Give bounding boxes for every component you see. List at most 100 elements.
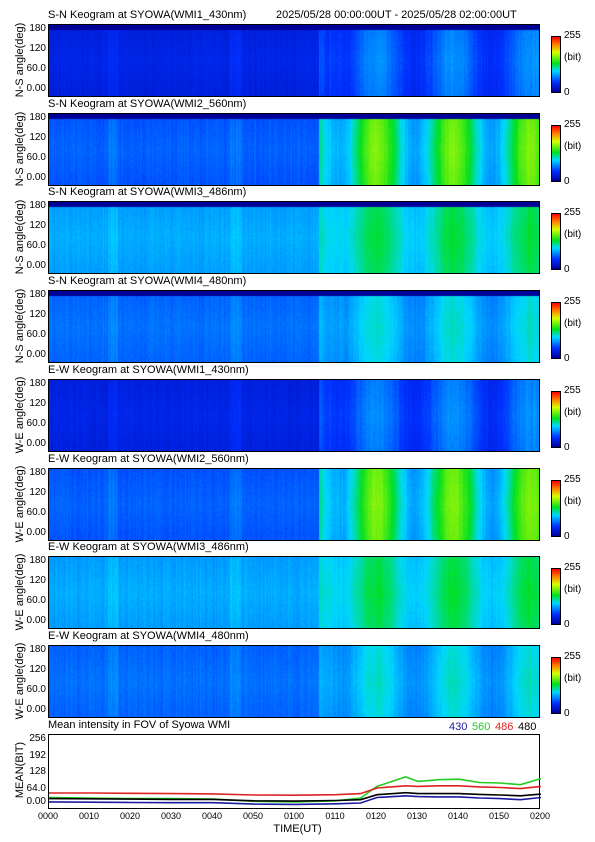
colorbar-max-label: 255 [564, 474, 581, 485]
x-tick-label: 0110 [325, 811, 345, 821]
colorbar-min-label: 0 [564, 87, 570, 98]
colorbar-min-label: 0 [564, 176, 570, 187]
keogram-canvas [49, 202, 539, 273]
colorbar-max-label: 255 [564, 119, 581, 130]
panel-y-tick: 120 [29, 575, 46, 586]
colorbar-unit-label: (bit) [564, 141, 582, 152]
colorbar [551, 36, 561, 93]
panel-y-tick: 180 [29, 289, 46, 300]
panel-y-tick: 120 [29, 132, 46, 143]
colorbar-min-label: 0 [564, 619, 570, 630]
date-range: 2025/05/28 00:00:00UT - 2025/05/28 02:00… [276, 9, 517, 21]
panel-y-tick: 0.00 [26, 172, 46, 183]
panel-title: S-N Keogram at SYOWA(WMI2_560nm) [48, 98, 247, 110]
colorbar-min-label: 0 [564, 531, 570, 542]
colorbar-max-label: 255 [564, 562, 581, 573]
keogram-image [48, 645, 540, 718]
colorbar-max-label: 255 [564, 207, 581, 218]
panel-title: S-N Keogram at SYOWA(WMI4_480nm) [48, 275, 247, 287]
panel-title: E-W Keogram at SYOWA(WMI3_486nm) [48, 541, 249, 553]
x-tick-label: 0140 [447, 811, 469, 821]
legend-430: 430 [449, 721, 468, 733]
x-tick-label: 0150 [488, 811, 510, 821]
panel-title: E-W Keogram at SYOWA(WMI1_430nm) [48, 364, 249, 376]
series-line-486 [49, 784, 541, 797]
keogram-canvas [49, 646, 539, 717]
panel-y-tick: 120 [29, 664, 46, 675]
x-tick-label: 0050 [242, 811, 264, 821]
keogram-image [48, 379, 540, 452]
panel-y-tick: 180 [29, 467, 46, 478]
colorbar-max-label: 255 [564, 651, 581, 662]
panel-y-tick: 60.0 [26, 595, 46, 606]
panel-y-tick: 60.0 [26, 684, 46, 695]
panel-title: S-N Keogram at SYOWA(WMI1_430nm) [48, 9, 247, 21]
colorbar-max-label: 255 [564, 385, 581, 396]
colorbar-min-label: 0 [564, 442, 570, 453]
mean-y-tick-192: 192 [29, 750, 46, 761]
keogram-image [48, 113, 540, 186]
colorbar-unit-label: (bit) [564, 584, 582, 595]
panel-y-tick: 120 [29, 398, 46, 409]
panel-y-tick: 0.00 [26, 438, 46, 449]
mean-intensity-svg [49, 776, 541, 806]
panel-y-tick: 180 [29, 200, 46, 211]
keogram-image [48, 24, 540, 97]
series-line-480 [49, 791, 541, 802]
colorbar-unit-label: (bit) [564, 318, 582, 329]
panel-title: E-W Keogram at SYOWA(WMI4_480nm) [48, 630, 249, 642]
colorbar [551, 125, 561, 182]
panel-y-tick: 60.0 [26, 240, 46, 251]
keogram-canvas [49, 469, 539, 540]
x-axis-label: TIME(UT) [273, 823, 322, 835]
keogram-canvas [49, 291, 539, 362]
colorbar-unit-label: (bit) [564, 52, 582, 63]
colorbar [551, 302, 561, 359]
panel-y-tick: 180 [29, 112, 46, 123]
panel-y-tick: 180 [29, 23, 46, 34]
mean-intensity-title: Mean intensity in FOV of Syowa WMI [48, 719, 231, 731]
legend-480: 480 [518, 721, 537, 733]
x-tick-label: 0010 [78, 811, 100, 821]
panel-y-tick: 120 [29, 487, 46, 498]
colorbar [551, 568, 561, 625]
panel-y-tick: 120 [29, 309, 46, 320]
panel-y-tick: 120 [29, 43, 46, 54]
x-tick-label: 0100 [283, 811, 305, 821]
colorbar-unit-label: (bit) [564, 673, 582, 684]
colorbar [551, 391, 561, 448]
panel-y-tick: 180 [29, 378, 46, 389]
mean-y-tick-128: 128 [29, 766, 46, 777]
panel-y-tick: 60.0 [26, 152, 46, 163]
panel-y-tick: 60.0 [26, 507, 46, 518]
legend-560: 560 [472, 721, 491, 733]
x-tick-label: 0040 [201, 811, 223, 821]
colorbar-max-label: 255 [564, 296, 581, 307]
keogram-image [48, 556, 540, 629]
keogram-canvas [49, 114, 539, 185]
keogram-canvas [49, 557, 539, 628]
x-tick-label: 0020 [119, 811, 141, 821]
legend-486: 486 [495, 721, 514, 733]
colorbar-unit-label: (bit) [564, 407, 582, 418]
x-tick-label: 0030 [160, 811, 182, 821]
panel-y-tick: 180 [29, 644, 46, 655]
keogram-image [48, 468, 540, 541]
panel-y-tick: 0.00 [26, 527, 46, 538]
panel-title: S-N Keogram at SYOWA(WMI3_486nm) [48, 186, 247, 198]
panel-y-tick: 0.00 [26, 349, 46, 360]
panel-y-tick: 60.0 [26, 418, 46, 429]
x-tick-label: 0000 [37, 811, 59, 821]
x-tick-label: 0120 [365, 811, 387, 821]
keogram-canvas [49, 380, 539, 451]
series-line-430 [49, 794, 541, 806]
panel-y-tick: 180 [29, 555, 46, 566]
colorbar [551, 213, 561, 270]
mean-y-tick-64: 64.0 [26, 783, 46, 794]
panel-title: E-W Keogram at SYOWA(WMI2_560nm) [48, 453, 249, 465]
keogram-image [48, 201, 540, 274]
mean-intensity-plot [48, 734, 541, 809]
colorbar-min-label: 0 [564, 264, 570, 275]
colorbar-max-label: 255 [564, 30, 581, 41]
series-line-560 [49, 776, 541, 803]
